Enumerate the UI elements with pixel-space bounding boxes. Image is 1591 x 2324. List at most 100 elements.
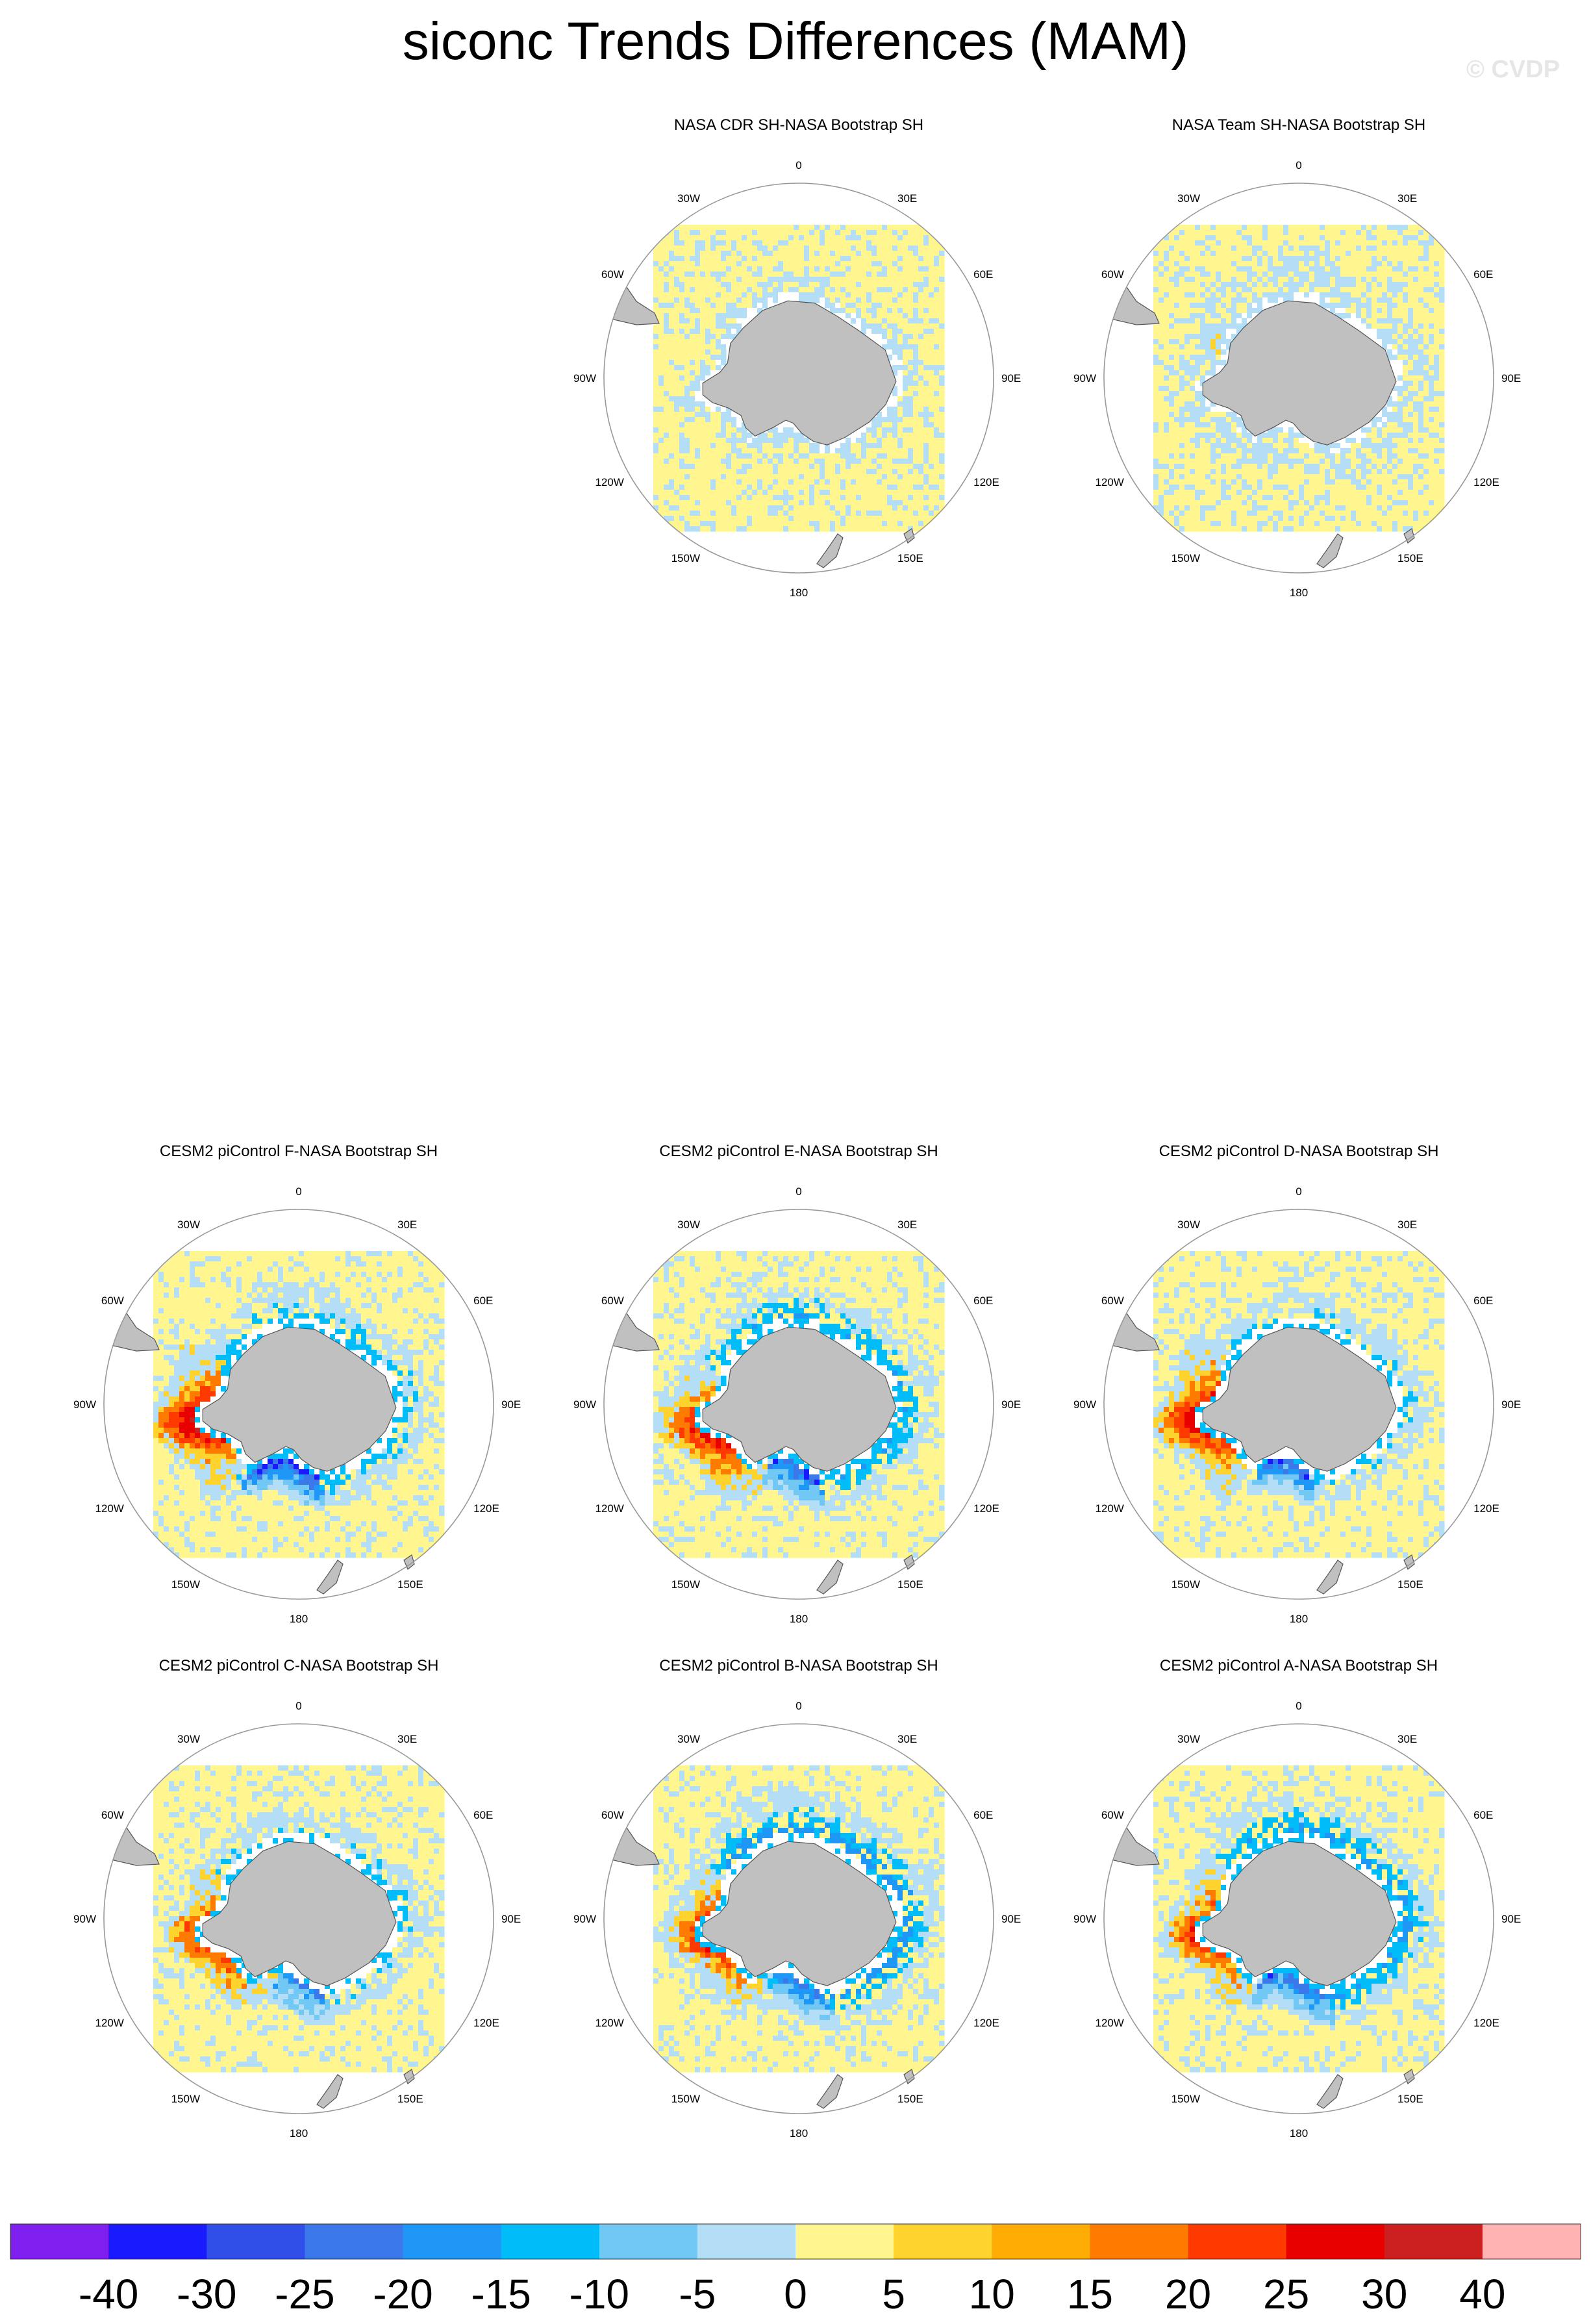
grid-cell xyxy=(1304,438,1310,444)
grid-cell xyxy=(1335,225,1341,231)
grid-cell xyxy=(674,360,680,366)
grid-cell xyxy=(747,485,753,490)
grid-cell xyxy=(705,526,711,532)
grid-cell xyxy=(788,495,794,501)
grid-cell xyxy=(1382,459,1388,464)
grid-cell xyxy=(1423,308,1429,314)
grid-cell xyxy=(1210,443,1216,449)
grid-cell xyxy=(1153,308,1159,314)
grid-cell xyxy=(1268,469,1273,475)
grid-cell xyxy=(1423,401,1429,407)
grid-cell xyxy=(1174,391,1180,397)
grid-cell xyxy=(1413,329,1419,335)
grid-cell xyxy=(1179,287,1185,293)
grid-cell xyxy=(1164,500,1170,506)
grid-cell xyxy=(664,266,670,272)
grid-cell xyxy=(1413,272,1419,277)
grid-cell xyxy=(1242,485,1247,490)
grid-cell xyxy=(664,329,670,335)
grid-cell xyxy=(923,287,929,293)
grid-cell xyxy=(1377,261,1383,267)
grid-cell xyxy=(1257,505,1263,511)
figure-title: siconc Trends Differences (MAM) xyxy=(0,9,1591,74)
grid-cell xyxy=(674,386,680,392)
grid-cell xyxy=(695,453,701,459)
grid-cell xyxy=(1408,256,1414,262)
grid-cell xyxy=(1278,256,1284,262)
grid-cell xyxy=(1377,438,1383,444)
grid-cell xyxy=(1294,495,1299,501)
grid-cell xyxy=(1299,297,1305,303)
grid-cell xyxy=(721,448,727,454)
grid-cell xyxy=(1392,329,1398,335)
grid-cell xyxy=(1413,334,1419,340)
grid-cell xyxy=(1397,266,1403,272)
grid-cell xyxy=(1429,448,1434,454)
grid-cell xyxy=(1205,479,1211,485)
grid-cell xyxy=(1397,256,1403,262)
grid-cell xyxy=(773,235,779,241)
grid-cell xyxy=(1377,464,1383,470)
grid-cell xyxy=(1434,365,1440,371)
grid-cell xyxy=(1273,251,1279,257)
grid-cell xyxy=(903,490,908,496)
grid-cell xyxy=(851,287,857,293)
grid-cell xyxy=(742,266,747,272)
grid-cell xyxy=(773,433,779,438)
grid-cell xyxy=(1247,261,1253,267)
grid-cell xyxy=(757,438,763,444)
grid-cell xyxy=(1195,225,1201,231)
grid-cell xyxy=(679,516,685,522)
grid-cell xyxy=(674,433,680,438)
grid-cell xyxy=(923,313,929,319)
grid-cell xyxy=(1221,469,1227,475)
grid-cell xyxy=(742,427,747,433)
grid-cell xyxy=(1429,349,1434,355)
grid-cell xyxy=(1325,282,1331,288)
grid-cell xyxy=(1169,464,1175,470)
grid-cell xyxy=(679,277,685,283)
grid-cell xyxy=(653,490,659,496)
grid-cell xyxy=(658,495,664,501)
grid-cell xyxy=(1226,251,1232,257)
grid-cell xyxy=(1330,485,1336,490)
grid-cell xyxy=(1226,318,1232,324)
grid-cell xyxy=(1190,329,1196,335)
grid-cell xyxy=(710,256,716,262)
grid-cell xyxy=(1397,349,1403,355)
grid-cell xyxy=(1382,453,1388,459)
grid-cell xyxy=(1236,308,1242,314)
grid-cell xyxy=(1205,459,1211,464)
grid-cell xyxy=(1429,329,1434,335)
grid-cell xyxy=(653,401,659,407)
grid-cell xyxy=(1179,391,1185,397)
grid-cell xyxy=(1382,230,1388,236)
grid-cell xyxy=(664,246,670,251)
grid-cell xyxy=(1439,469,1445,475)
grid-cell xyxy=(887,339,893,345)
grid-cell xyxy=(897,235,903,241)
grid-cell xyxy=(1434,240,1440,246)
grid-cell xyxy=(814,485,820,490)
grid-cell xyxy=(736,516,742,522)
grid-cell xyxy=(726,448,732,454)
grid-cell xyxy=(1268,251,1273,257)
grid-cell xyxy=(866,516,872,522)
grid-cell xyxy=(1216,479,1221,485)
grid-cell xyxy=(788,272,794,277)
grid-cell xyxy=(1403,282,1409,288)
grid-cell xyxy=(1226,505,1232,511)
grid-cell xyxy=(658,386,664,392)
grid-cell xyxy=(768,240,773,246)
grid-cell xyxy=(1231,287,1237,293)
grid-cell xyxy=(690,479,695,485)
grid-cell xyxy=(1216,287,1221,293)
grid-cell xyxy=(658,443,664,449)
grid-cell xyxy=(851,469,857,475)
grid-cell xyxy=(1190,344,1196,350)
grid-cell xyxy=(1413,433,1419,438)
grid-cell xyxy=(1397,360,1403,366)
grid-cell xyxy=(1216,261,1221,267)
grid-cell xyxy=(1392,459,1398,464)
grid-cell xyxy=(705,277,711,283)
